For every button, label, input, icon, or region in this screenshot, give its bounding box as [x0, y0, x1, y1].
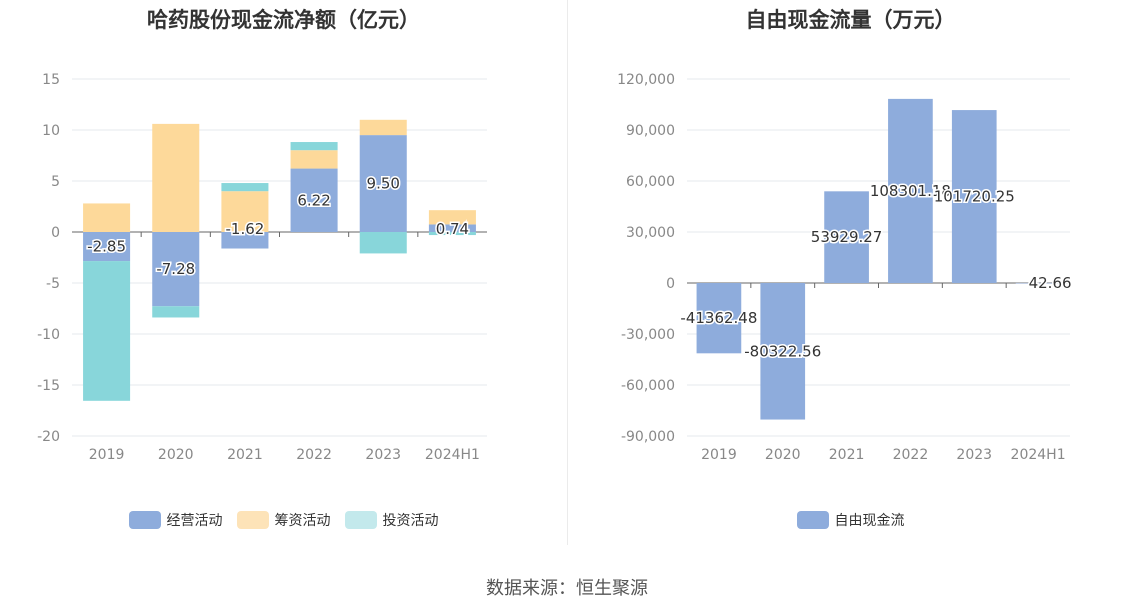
bar-segment [290, 142, 338, 151]
data-source-note: 数据来源：恒生聚源 [486, 578, 648, 599]
x-tick-label: 2023 [365, 447, 401, 463]
legend-item-operating[interactable]: 经营活动 [128, 510, 223, 530]
bar-segment [83, 261, 131, 401]
data-label: -1.62 [226, 220, 265, 238]
y-tick-label: 30,000 [626, 225, 675, 241]
left-chart-panel: 哈药股份现金流净额（亿元） 15 10 5 0 -5 -10 -15 -20 2019 2020 2… [0, 0, 567, 545]
legend-item-free-cash-flow[interactable]: 自由现金流 [796, 510, 905, 530]
bar-segment [1015, 282, 1061, 284]
bar-segment [428, 224, 476, 232]
y-tick-label: 0 [666, 276, 675, 292]
x-tick-label: 2024H1 [1011, 447, 1066, 463]
legend-label: 筹资活动 [274, 513, 331, 529]
legend-item-financing[interactable]: 筹资活动 [236, 510, 331, 530]
data-label: 53929.27 [811, 228, 883, 246]
bar-segment [221, 232, 269, 249]
bar-segment [428, 232, 476, 236]
x-tick-label: 2024H1 [425, 447, 480, 463]
y-tick-label: 120,000 [617, 72, 675, 88]
x-tick-label: 2019 [701, 447, 737, 463]
data-label: -41362.48 [680, 309, 757, 327]
bar-segment [760, 283, 806, 420]
legend-swatch [344, 511, 377, 529]
y-tick-label: -5 [46, 276, 60, 292]
y-tick-label: 90,000 [626, 123, 675, 139]
bar-segment [152, 123, 200, 232]
legend-label: 自由现金流 [834, 513, 905, 529]
bar-segment [824, 191, 869, 283]
data-label: -7.28 [156, 260, 195, 278]
bar-segment [359, 135, 407, 232]
bar-segment [888, 98, 933, 283]
data-label: 0.74 [436, 220, 469, 238]
y-tick-label: -20 [37, 429, 60, 445]
data-label: 9.50 [367, 175, 400, 193]
x-tick-label: 2020 [158, 447, 194, 463]
data-label: 42.66 [1029, 274, 1072, 292]
left-chart-plot: 15 10 5 0 -5 -10 -15 -20 2019 2020 2021 2022 2023 202… [37, 72, 487, 463]
x-tick-label: 2021 [227, 447, 263, 463]
bar-segment [359, 119, 407, 136]
left-chart-title: 哈药股份现金流净额（亿元） [147, 8, 420, 32]
legend-label: 投资活动 [382, 513, 439, 529]
bar-segment [290, 168, 338, 232]
right-chart-title: 自由现金流量（万元） [745, 8, 956, 32]
x-tick-label: 2022 [296, 447, 332, 463]
y-tick-label: 60,000 [626, 174, 675, 190]
y-tick-label: 15 [42, 72, 60, 88]
data-label: -80322.56 [744, 342, 821, 360]
right-chart-panel: 自由现金流量（万元） 120,000 90,000 60,000 30,000 0 -30… [567, 0, 1134, 545]
bar-segment [83, 203, 131, 232]
y-tick-label: -60,000 [621, 378, 675, 394]
legend-swatch [128, 511, 161, 529]
legend-swatch [236, 511, 269, 529]
data-label: 108301.18 [870, 182, 951, 200]
legend-swatch [796, 511, 829, 529]
y-tick-label: 5 [51, 174, 60, 190]
legend-label: 经营活动 [166, 513, 223, 529]
right-chart-plot: 120,000 90,000 60,000 30,000 0 -30,000 -60,000… [617, 72, 1073, 463]
bar-segment [696, 283, 742, 354]
y-tick-label: -10 [37, 327, 60, 343]
data-label: 101720.25 [934, 188, 1015, 206]
bar-segment [221, 183, 269, 192]
bar-segment [152, 306, 200, 318]
left-chart-legend: 经营活动 筹资活动 投资活动 [0, 510, 567, 530]
x-tick-label: 2023 [956, 447, 992, 463]
right-chart-legend: 自由现金流 [567, 510, 1134, 530]
panel-divider [567, 0, 568, 545]
x-tick-label: 2019 [89, 447, 125, 463]
y-tick-label: 10 [42, 123, 60, 139]
x-tick-label: 2021 [829, 447, 865, 463]
bar-segment [221, 191, 269, 232]
bar-segment [83, 232, 131, 262]
bar-segment [290, 150, 338, 169]
bar-segment [428, 210, 476, 225]
x-tick-label: 2022 [893, 447, 929, 463]
y-tick-label: -15 [37, 378, 60, 394]
y-tick-label: -90,000 [621, 429, 675, 445]
y-tick-label: 0 [51, 225, 60, 241]
data-label: -2.85 [87, 238, 126, 256]
bar-segment [359, 232, 407, 254]
x-tick-label: 2020 [765, 447, 801, 463]
bar-segment [152, 232, 200, 307]
legend-item-investing[interactable]: 投资活动 [344, 510, 439, 530]
y-tick-label: -30,000 [621, 327, 675, 343]
data-label: 6.22 [297, 191, 330, 209]
bar-segment [951, 110, 997, 283]
